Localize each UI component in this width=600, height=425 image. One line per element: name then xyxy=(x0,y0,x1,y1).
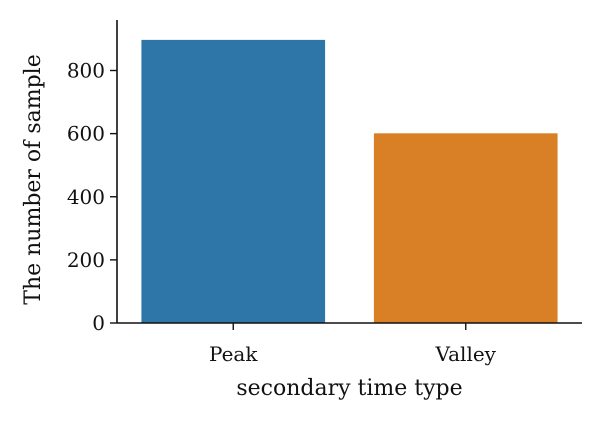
bars-group xyxy=(141,39,558,324)
y-axis-title: The number of sample xyxy=(21,54,46,304)
y-axis-ticks: 0 200 400 600 800 xyxy=(67,59,117,335)
bar-valley xyxy=(373,133,558,323)
bar-peak xyxy=(141,39,326,324)
y-tick-label: 800 xyxy=(67,59,105,83)
x-tick-label: Valley xyxy=(435,342,497,366)
y-tick-label: 400 xyxy=(67,185,105,209)
y-tick-label: 0 xyxy=(92,311,105,335)
x-tick-label: Peak xyxy=(209,342,258,366)
x-axis-title: secondary time type xyxy=(236,376,462,401)
x-axis-ticks: Peak Valley xyxy=(209,323,497,366)
y-tick-label: 200 xyxy=(67,248,105,272)
y-tick-label: 600 xyxy=(67,122,105,146)
